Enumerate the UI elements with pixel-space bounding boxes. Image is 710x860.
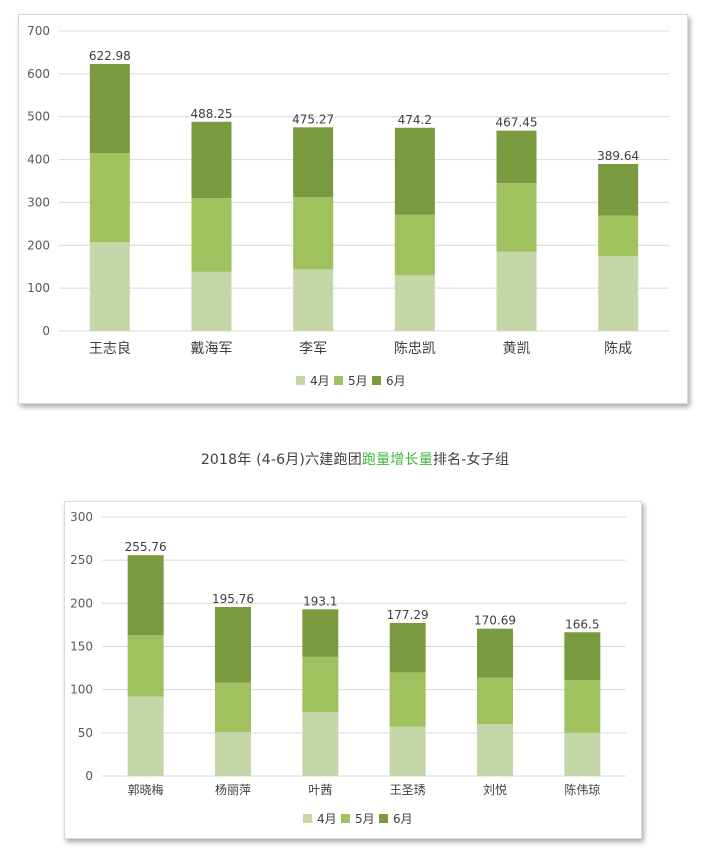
chart-card-women: 0 50 100 150 200 250 300 255.76 郭晓梅 195.76 杨丽萍 193.…	[64, 501, 642, 839]
bar-total-label: 467.45	[496, 116, 538, 130]
bar-segment-5m	[293, 197, 334, 270]
y-tick-label: 500	[27, 110, 50, 124]
y-tick-label: 400	[27, 153, 50, 167]
chart-card-men: 0 100 200 300 400 500 600 700 622.98 王志良 488.25 戴海军…	[18, 14, 688, 404]
stacked-bar-chart-women: 0 50 100 150 200 250 300 255.76 郭晓梅 195.76 杨丽萍 193.…	[70, 510, 626, 826]
category-label: 王志良	[89, 341, 131, 357]
bar-segment-6m	[598, 164, 639, 216]
y-tick-label: 50	[78, 726, 93, 740]
heading-highlight: 跑量增长量	[361, 452, 433, 468]
y-tick-label: 100	[27, 281, 50, 295]
bar-segment-4m	[477, 724, 513, 776]
bar-segment-5m	[477, 677, 513, 725]
bar-total-label: 475.27	[292, 112, 334, 126]
bar-segment-5m	[89, 153, 130, 243]
bar-total-label: 195.76	[212, 592, 254, 606]
bar-segment-5m	[127, 635, 164, 697]
bar-segment-5m	[496, 183, 537, 252]
category-label: 叶茜	[308, 783, 332, 797]
legend-swatch	[341, 814, 350, 823]
bar-total-label: 488.25	[191, 107, 233, 121]
category-label: 陈伟琼	[564, 782, 600, 797]
bar-total-label: 255.76	[125, 540, 167, 554]
bar-segment-6m	[389, 622, 426, 673]
category-label: 王圣琇	[390, 783, 426, 797]
bar-segment-4m	[564, 732, 601, 776]
bar-segment-4m	[89, 242, 130, 331]
legend-label: 6月	[386, 374, 406, 388]
category-label: 郭晓梅	[128, 782, 164, 797]
bar-segment-5m	[394, 214, 435, 276]
y-tick-label: 0	[85, 769, 93, 783]
legend-label: 5月	[348, 374, 368, 388]
bar-segment-4m	[496, 251, 537, 331]
bar-segment-6m	[302, 609, 339, 657]
category-label: 刘悦	[483, 783, 507, 797]
y-tick-label: 300	[70, 510, 93, 524]
bar-segment-6m	[89, 64, 130, 154]
legend-label: 4月	[317, 812, 337, 826]
bar-segment-6m	[191, 121, 232, 199]
bar-total-label: 177.29	[387, 608, 429, 622]
bar-total-label: 193.1	[303, 594, 337, 608]
y-tick-label: 200	[27, 238, 50, 252]
legend-swatch	[379, 814, 388, 823]
bar-segment-5m	[564, 680, 601, 733]
legend-label: 5月	[355, 812, 375, 826]
y-tick-label: 200	[70, 596, 93, 610]
category-label: 杨丽萍	[215, 782, 251, 797]
y-tick-label: 250	[70, 553, 93, 567]
bar-segment-6m	[394, 127, 435, 215]
y-tick-label: 300	[27, 195, 50, 209]
bar-segment-4m	[127, 696, 164, 776]
bar-total-label: 166.5	[565, 617, 599, 631]
bar-segment-4m	[215, 731, 251, 776]
category-label: 戴海军	[191, 341, 233, 357]
legend-label: 6月	[393, 812, 413, 826]
bar-segment-4m	[293, 269, 334, 331]
bar-segment-4m	[191, 271, 232, 331]
bar-segment-5m	[191, 198, 232, 272]
section-heading: 2018年 (4-6月)六建跑团跑量增长量排名-女子组	[0, 449, 710, 469]
bar-segment-6m	[293, 127, 334, 198]
bar-segment-4m	[598, 256, 639, 331]
bar-segment-6m	[564, 632, 601, 681]
bar-total-label: 170.69	[474, 614, 516, 628]
bar-segment-6m	[496, 130, 537, 184]
stacked-bar-chart-men: 0 100 200 300 400 500 600 700 622.98 王志良 488.25 戴海军…	[27, 24, 669, 388]
category-label: 陈成	[604, 340, 632, 357]
y-tick-label: 600	[27, 67, 50, 81]
bar-segment-4m	[389, 726, 426, 776]
bar-segment-5m	[598, 215, 639, 256]
legend-swatch	[303, 814, 312, 823]
bar-segment-5m	[302, 656, 339, 713]
legend-label: 4月	[310, 374, 330, 388]
heading-prefix: 2018年 (4-6月)六建跑团	[200, 452, 362, 468]
bar-total-label: 474.2	[398, 113, 432, 127]
bar-segment-6m	[215, 606, 251, 683]
bar-total-label: 389.64	[597, 149, 639, 163]
bar-segment-4m	[394, 275, 435, 331]
y-tick-label: 150	[70, 640, 93, 654]
bar-segment-5m	[389, 672, 426, 727]
bar-segment-5m	[215, 682, 251, 732]
bar-segment-6m	[477, 628, 513, 678]
category-label: 陈忠凯	[394, 340, 436, 357]
heading-suffix: 排名-女子组	[432, 452, 510, 468]
y-tick-label: 700	[27, 24, 50, 38]
category-label: 李军	[299, 341, 327, 357]
y-tick-label: 100	[70, 683, 93, 697]
legend-swatch	[372, 376, 381, 385]
bar-segment-4m	[302, 712, 339, 776]
legend-swatch	[296, 376, 305, 385]
bar-segment-6m	[127, 555, 164, 636]
y-tick-label: 0	[42, 324, 50, 338]
bar-total-label: 622.98	[89, 49, 131, 63]
category-label: 黄凯	[503, 340, 531, 357]
legend-swatch	[334, 376, 343, 385]
